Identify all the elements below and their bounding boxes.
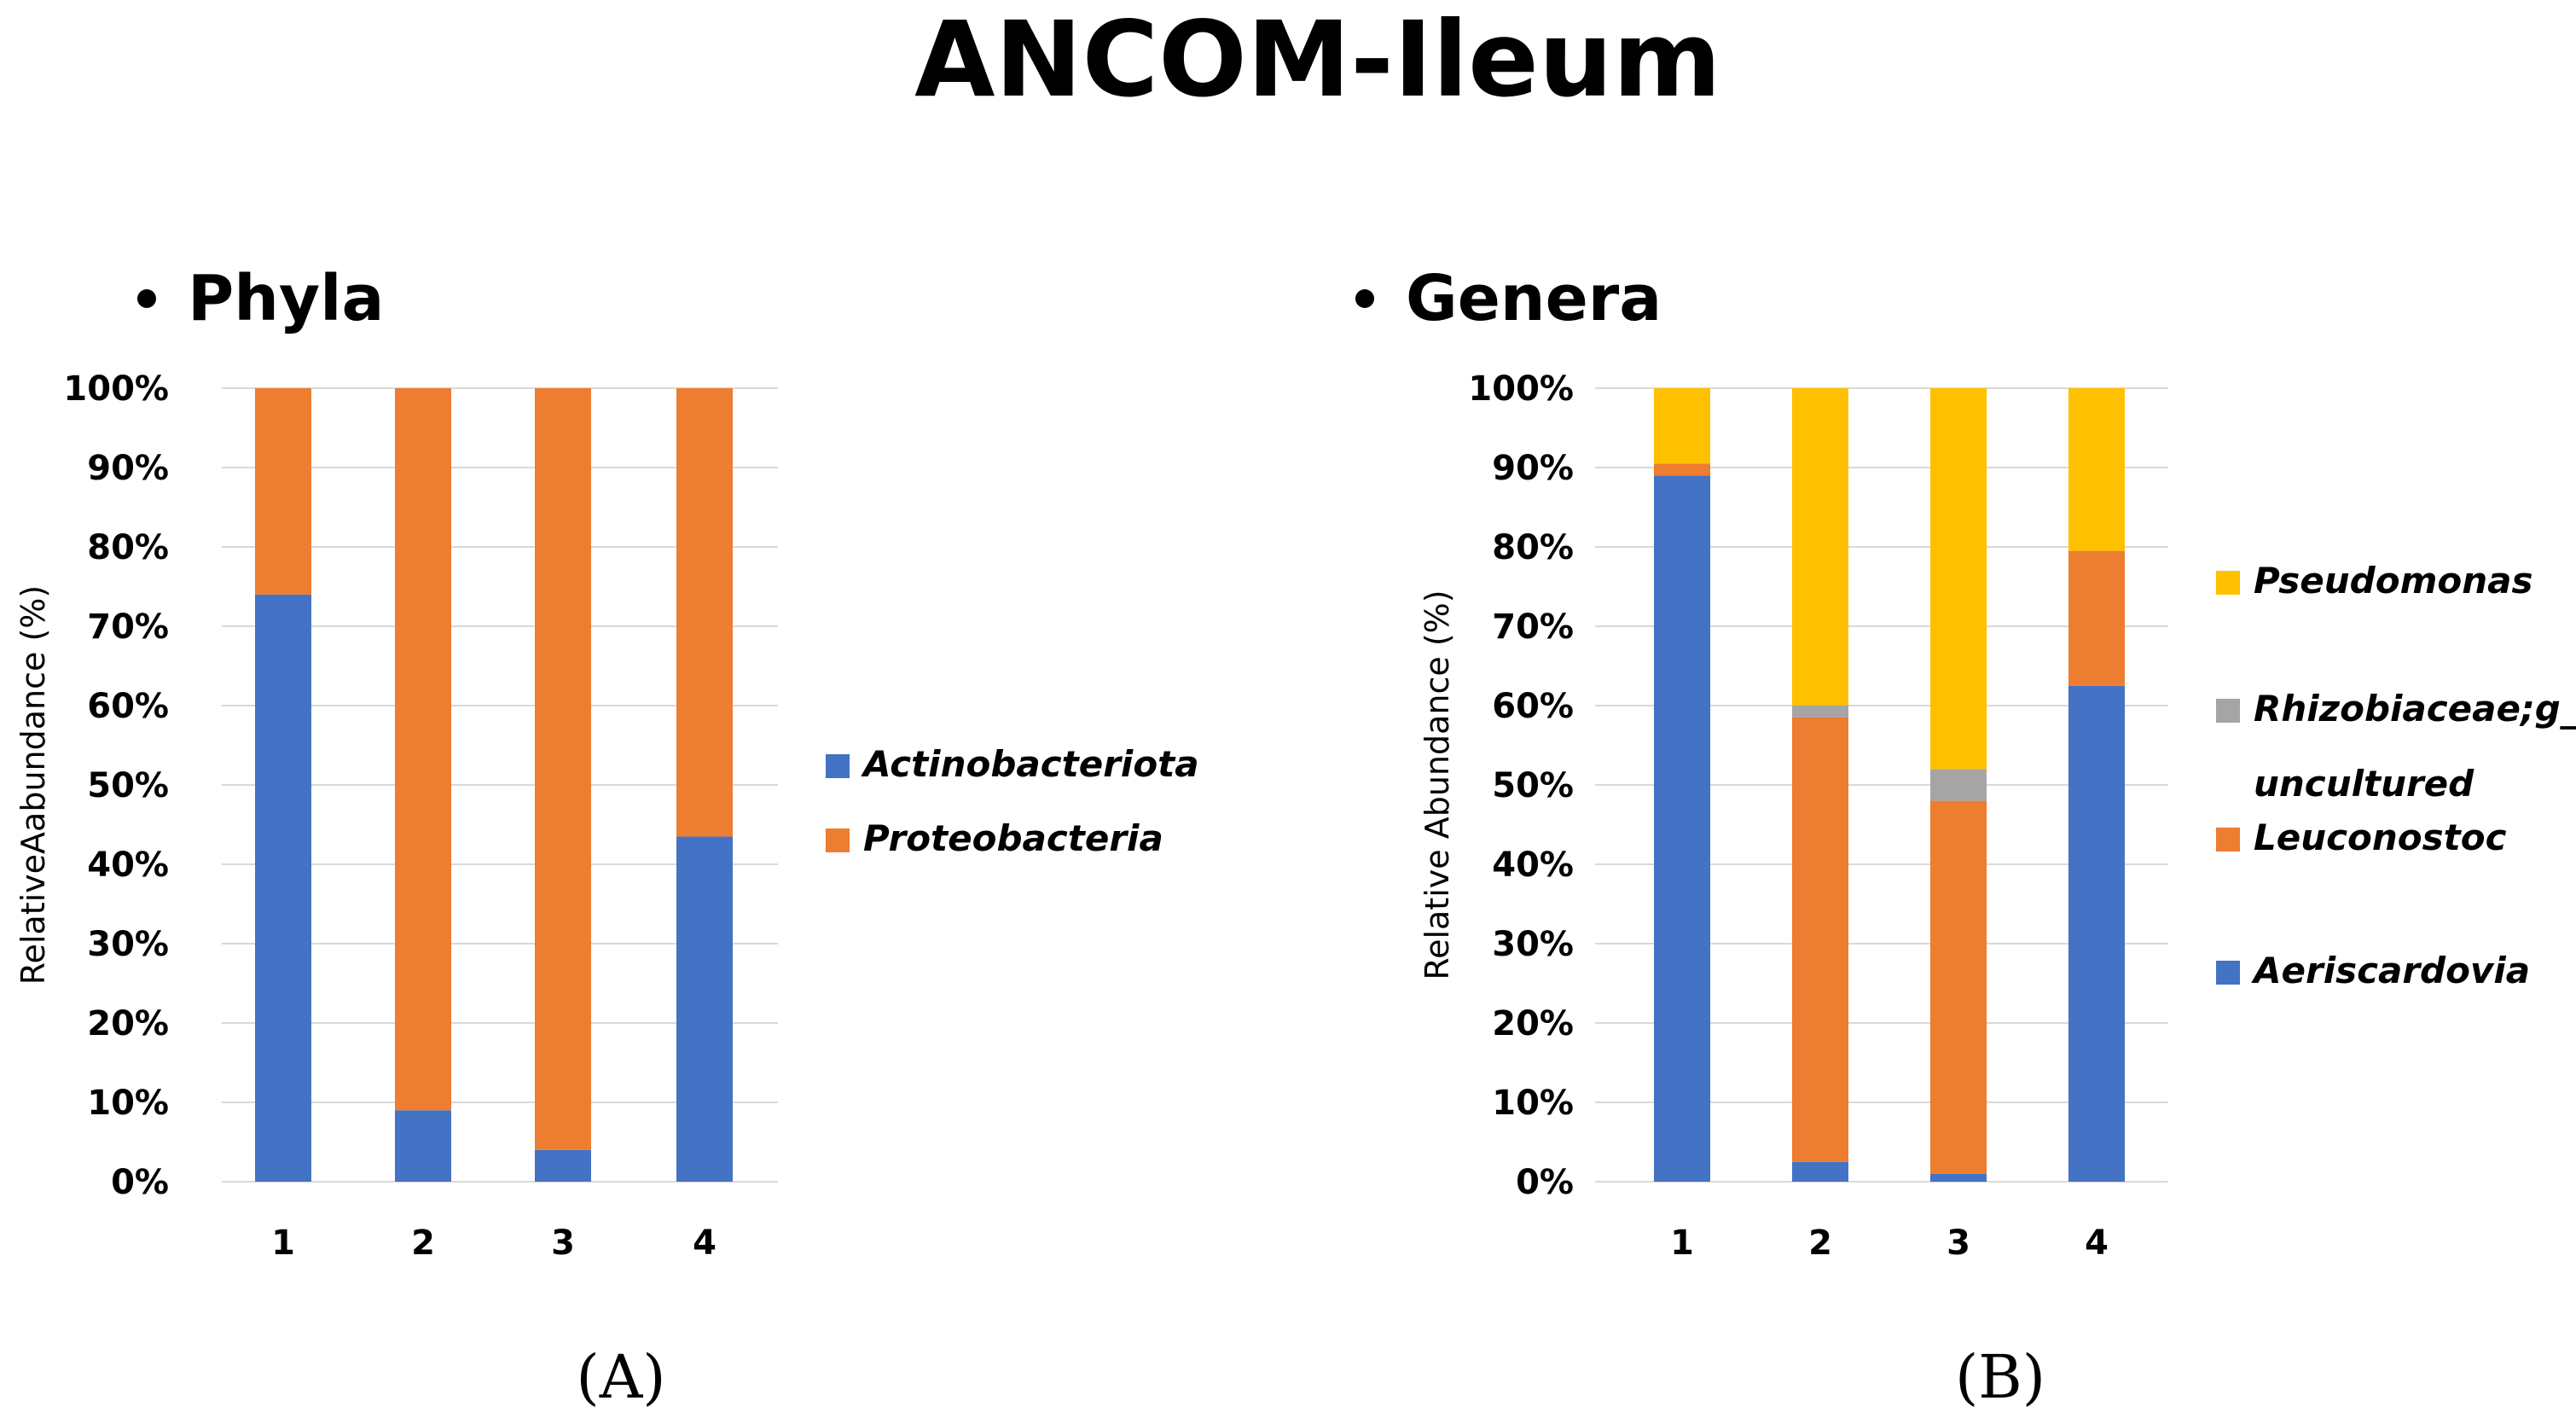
- genera-bar-2-pseudomonas: [1792, 388, 1848, 706]
- panel-label-a: (A): [576, 1342, 665, 1412]
- phyla-x-tick-label: 3: [551, 1223, 575, 1263]
- phyla-bar-2-proteobacteria: [395, 388, 451, 1111]
- bullet-icon: [1355, 289, 1374, 308]
- genera-y-tick-label: 100%: [1468, 369, 1574, 409]
- genera-y-tick-label: 80%: [1492, 528, 1574, 567]
- phyla-bar-1-proteobacteria: [255, 388, 311, 595]
- phyla-y-axis-label: RelativeAabundance (%): [15, 585, 52, 985]
- genera-y-tick-label: 10%: [1492, 1084, 1574, 1123]
- phyla-y-tick-label: 80%: [87, 528, 169, 567]
- phyla-y-tick-label: 50%: [87, 766, 169, 805]
- genera-bar-2-leuconostoc: [1792, 717, 1848, 1162]
- genera-bar-3-pseudomonas: [1930, 388, 1987, 770]
- phyla-y-tick-label: 30%: [87, 925, 169, 964]
- genera-legend-swatch-leuconostoc: [2216, 828, 2240, 851]
- genera-y-tick-label: 20%: [1492, 1004, 1574, 1043]
- phyla-bar-2-actinobacteriota: [395, 1110, 451, 1182]
- genera-y-tick-label: 50%: [1492, 766, 1574, 805]
- phyla-bar-4-actinobacteriota: [676, 836, 733, 1182]
- genera-bar-3-rhizobiaceae-g-uncultured: [1930, 769, 1987, 801]
- genera-bar-4-leuconostoc: [2068, 550, 2125, 686]
- genera-y-axis-label: Relative Abundance (%): [1419, 590, 1456, 979]
- genera-bar-1-pseudomonas: [1654, 388, 1710, 464]
- phyla-bar-1-actinobacteriota: [255, 594, 311, 1182]
- genera-bar-4-pseudomonas: [2068, 388, 2125, 551]
- genera-y-tick-label: 0%: [1516, 1163, 1574, 1202]
- phyla-y-tick-label: 90%: [87, 449, 169, 488]
- phyla-bar-3-proteobacteria: [535, 388, 591, 1150]
- genera-legend-rhizobiaceae-g-uncultured: Rhizobiaceae;g__ uncultured: [2254, 688, 2576, 805]
- genera-legend-swatch-rhizobiaceae-g-uncultured: [2216, 699, 2240, 723]
- genera-legend-pseudomonas: Pseudomonas: [2254, 560, 2532, 602]
- phyla-legend-actinobacteriota: Actinobacteriota: [861, 743, 1199, 785]
- phyla-legend-proteobacteria: Proteobacteria: [863, 817, 1163, 859]
- genera-legend-leuconostoc: Leuconostoc: [2254, 817, 2507, 858]
- phyla-y-tick-label: 70%: [87, 607, 169, 647]
- phyla-y-tick-label: 10%: [87, 1084, 169, 1123]
- phyla-y-tick-label: 0%: [111, 1163, 169, 1202]
- genera-legend-aeriscardovia: Aeriscardovia: [2251, 950, 2530, 991]
- genera-legend-swatch-aeriscardovia: [2216, 961, 2240, 985]
- phyla-y-tick-label: 60%: [87, 687, 169, 726]
- genera-x-tick-label: 4: [2085, 1223, 2109, 1263]
- genera-y-tick-label: 40%: [1492, 846, 1574, 885]
- genera-title: Genera: [1406, 262, 1662, 335]
- genera-bar-3-aeriscardovia: [1930, 1173, 1987, 1182]
- phyla-chart: Phyla 0% 10% 20% 30% 40% 50% 60% 70% 80% 90% 100% Re…: [15, 262, 1199, 1263]
- genera-y-tick-label: 70%: [1492, 607, 1574, 647]
- phyla-y-tick-label: 20%: [87, 1004, 169, 1043]
- genera-bar-1-leuconostoc: [1654, 463, 1710, 476]
- phyla-legend-swatch-proteobacteria: [826, 828, 850, 852]
- genera-y-tick-label: 30%: [1492, 925, 1574, 964]
- phyla-title: Phyla: [188, 262, 384, 335]
- genera-bar-4-aeriscardovia: [2068, 685, 2125, 1182]
- figure-title: ANCOM-Ileum: [914, 0, 1721, 120]
- phyla-y-tick-label: 100%: [63, 369, 169, 409]
- phyla-bar-3-actinobacteriota: [535, 1149, 591, 1182]
- phyla-bar-4-proteobacteria: [676, 388, 733, 837]
- phyla-x-tick-label: 4: [693, 1223, 717, 1263]
- phyla-y-tick-label: 40%: [87, 846, 169, 885]
- genera-bar-2-rhizobiaceae-g-uncultured: [1792, 706, 1848, 718]
- genera-x-tick-label: 2: [1808, 1223, 1832, 1263]
- genera-x-tick-label: 3: [1947, 1223, 1970, 1263]
- genera-legend-swatch-pseudomonas: [2216, 571, 2240, 595]
- phyla-x-tick-label: 1: [271, 1223, 295, 1263]
- genera-bar-3-leuconostoc: [1930, 800, 1987, 1174]
- genera-bar-1-aeriscardovia: [1654, 475, 1710, 1182]
- genera-chart: Genera 0% 10% 20% 30% 40% 50% 60% 70% 80% 90% 100% R…: [1355, 262, 2576, 1263]
- genera-y-tick-label: 60%: [1492, 687, 1574, 726]
- genera-y-tick-label: 90%: [1492, 449, 1574, 488]
- phyla-legend-swatch-actinobacteriota: [826, 754, 850, 778]
- bullet-icon: [137, 289, 156, 308]
- panel-label-b: (B): [1955, 1342, 2045, 1412]
- phyla-x-tick-label: 2: [411, 1223, 435, 1263]
- genera-bar-2-aeriscardovia: [1792, 1161, 1848, 1182]
- genera-x-tick-label: 1: [1670, 1223, 1694, 1263]
